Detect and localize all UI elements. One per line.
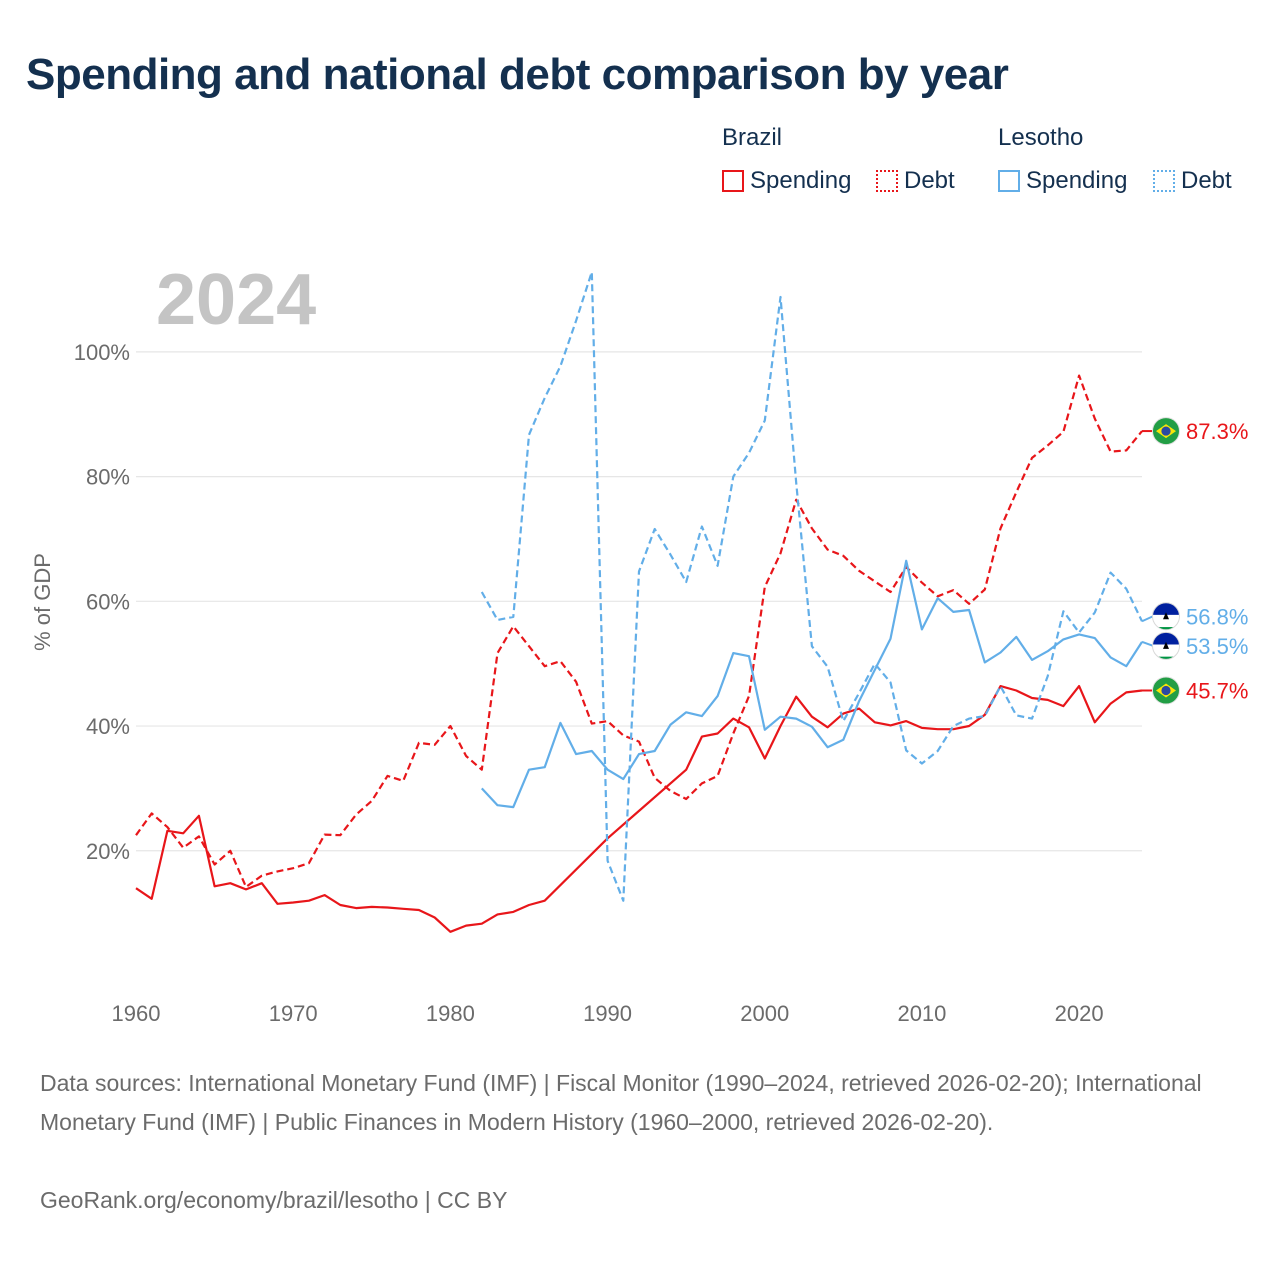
y-tick-label: 60% (86, 589, 130, 614)
legend-label: Debt (1181, 167, 1232, 194)
y-tick-label: 80% (86, 465, 130, 490)
y-tick-label: 20% (86, 839, 130, 864)
legend-swatch-solid-icon (722, 170, 744, 192)
year-label: 2024 (156, 260, 316, 340)
legend-label: Spending (750, 167, 852, 194)
legend-item-brazil-spending[interactable]: Spending (722, 166, 851, 196)
lesotho-spending-end-label: 53.5% (1186, 634, 1248, 659)
legend-item-lesotho-spending[interactable]: Spending (998, 166, 1127, 196)
legend-item-lesotho-debt[interactable]: Debt (1153, 166, 1232, 196)
x-tick-label: 1960 (112, 1001, 161, 1026)
x-tick-label: 2000 (740, 1001, 789, 1026)
x-tick-label: 1990 (583, 1001, 632, 1026)
y-tick-label: 40% (86, 714, 130, 739)
legend-label: Spending (1026, 167, 1128, 194)
credit-link[interactable]: GeoRank.org/economy/brazil/lesotho | CC … (40, 1187, 508, 1213)
legend-label: Debt (904, 167, 955, 194)
y-axis-label: % of GDP (30, 553, 55, 651)
lesotho-debt-end-label: 56.8% (1186, 604, 1248, 629)
lesotho-flag-icon (1152, 631, 1180, 660)
x-tick-label: 1980 (426, 1001, 475, 1026)
flag-globe (1161, 685, 1171, 696)
legend-swatch-solid-icon (998, 170, 1020, 192)
end-connector (1141, 640, 1154, 647)
brazil-spending-end-label: 45.7% (1186, 678, 1248, 703)
legend-swatch-dotted-icon (876, 170, 898, 192)
x-tick-label: 1970 (269, 1001, 318, 1026)
line-chart: 20% 40% 60% 80% 100% 1960 1970 1980 1990 2000 2010… (30, 260, 1248, 1026)
chart-title: Spending and national debt comparison by… (26, 50, 1009, 99)
legend-group-brazil: Brazil (722, 124, 783, 151)
legend-item-brazil-debt[interactable]: Debt (876, 166, 955, 196)
data-sources-note: Data sources: International Monetary Fun… (40, 1070, 1202, 1135)
brazil-debt-end-label: 87.3% (1186, 419, 1248, 444)
x-tick-label: 2010 (897, 1001, 946, 1026)
y-tick-label: 100% (74, 340, 130, 365)
lesotho-spending-line (480, 559, 1143, 809)
legend-swatch-dotted-icon (1153, 170, 1175, 192)
legend-group-lesotho: Lesotho (998, 124, 1084, 151)
x-tick-label: 2020 (1055, 1001, 1104, 1026)
flag-globe (1161, 426, 1171, 436)
brazil-spending-line (135, 685, 1143, 933)
lesotho-debt-line (480, 270, 1143, 902)
end-connector (1141, 615, 1154, 623)
brazil-debt-line (135, 374, 1143, 888)
lesotho-flag-icon (1152, 602, 1180, 631)
